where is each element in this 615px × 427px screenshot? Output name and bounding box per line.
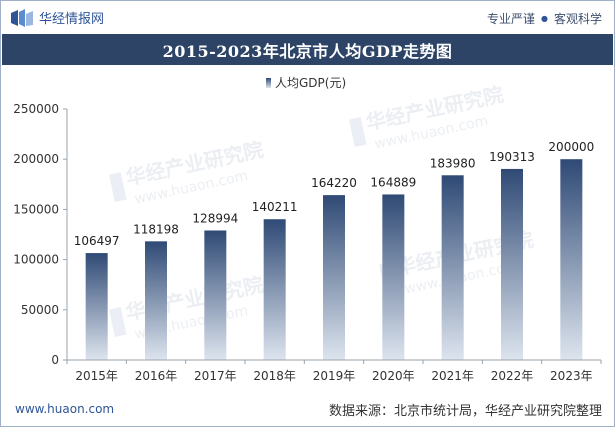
x-tick-label: 2020年 [372, 369, 415, 383]
bar [145, 241, 167, 360]
bullet-dot-icon: ● [541, 14, 548, 23]
bar [263, 219, 286, 360]
bar [204, 230, 227, 360]
y-tick-label: 250000 [13, 102, 59, 116]
legend-swatch [266, 78, 271, 88]
y-tick-label: 0 [51, 353, 59, 367]
chart-title: 2015-2023年北京市人均GDP走势图 [162, 41, 453, 61]
bar-value-label: 190313 [489, 150, 535, 164]
bar-value-label: 140211 [252, 200, 298, 214]
x-tick-label: 2017年 [194, 369, 237, 383]
y-tick-label: 100000 [13, 253, 59, 267]
x-tick-label: 2016年 [135, 369, 178, 383]
bar [85, 253, 108, 360]
x-tick-label: 2015年 [75, 369, 118, 383]
x-axis: 2015年 2016年 2017年 2018年 2019年 2020年 2021年 2022年… [66, 359, 602, 383]
watermark-logo-icon [348, 117, 367, 148]
footer-website: www.huaon.com [15, 402, 115, 416]
bar-value-label: 164889 [370, 175, 416, 189]
tagline-left: 专业严谨 [486, 12, 535, 26]
x-tick-label: 2022年 [491, 369, 534, 383]
bar-value-label: 164220 [311, 176, 357, 190]
bar [560, 159, 583, 360]
bar-value-label: 106497 [74, 234, 120, 248]
x-tick-label: 2023年 [550, 369, 593, 383]
watermark-logo-icon [108, 172, 127, 203]
top-bar: 华经情报网 专业严谨 ● 客观科学 [1, 1, 614, 34]
y-tick-label: 150000 [13, 202, 59, 216]
bars: 106497 118198 128994 140211 164220 164889 1839… [74, 140, 594, 360]
title-bar: 2015-2023年北京市人均GDP走势图 [2, 34, 613, 65]
bar [441, 175, 464, 360]
x-tick-label: 2018年 [253, 369, 296, 383]
bar [382, 194, 405, 360]
footer-source: 数据来源：北京市统计局，华经产业研究院整理 [328, 404, 602, 419]
y-tick-label: 200000 [13, 152, 59, 166]
tagline: 专业严谨 ● 客观科学 [487, 10, 602, 27]
bar [323, 195, 345, 360]
watermark-logo-icon [108, 307, 127, 338]
bar-value-label: 200000 [548, 140, 594, 154]
y-axis: 0 50000 100000 150000 200000 250000 [13, 102, 68, 367]
bar-value-label: 128994 [192, 211, 238, 225]
x-tick-label: 2021年 [431, 369, 474, 383]
brand: 华经情报网 [11, 8, 104, 27]
bar-value-label: 183980 [430, 156, 476, 170]
bar [501, 168, 523, 360]
bar-value-label: 118198 [133, 222, 179, 236]
brand-logo-icon [11, 8, 33, 27]
legend-label: 人均GDP(元) [275, 76, 346, 90]
x-tick-label: 2019年 [313, 369, 356, 383]
y-tick-label: 50000 [21, 303, 59, 317]
tagline-right: 客观科学 [553, 12, 602, 26]
brand-name: 华经情报网 [39, 12, 105, 27]
legend: 人均GDP(元) [266, 76, 346, 90]
